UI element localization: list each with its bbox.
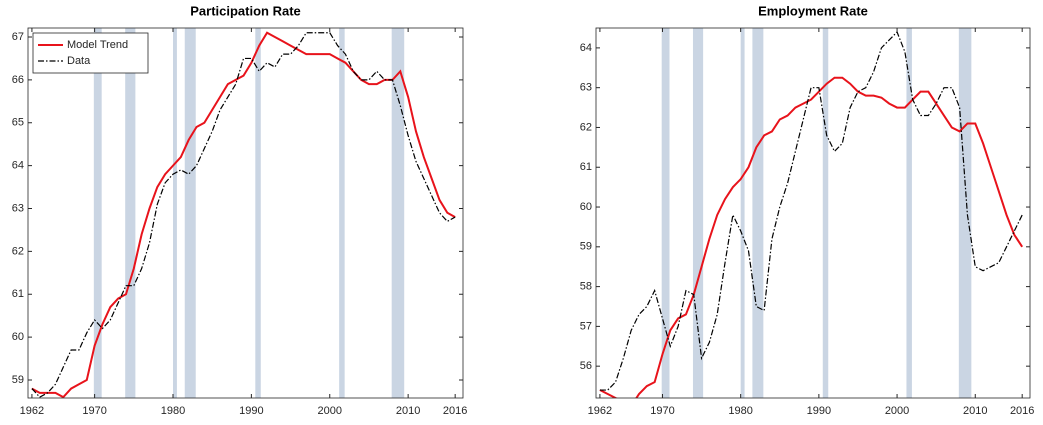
y-tick-label: 57 xyxy=(580,320,592,332)
plot-area xyxy=(31,28,456,398)
recession-band xyxy=(93,28,102,398)
legend-box xyxy=(32,32,149,74)
legend-label: Model Trend xyxy=(67,39,128,51)
series-line xyxy=(599,30,1023,391)
x-tick-label: 1990 xyxy=(239,405,263,417)
x-tick-label: 2016 xyxy=(443,405,467,417)
y-tick-label: 61 xyxy=(580,161,592,173)
y-tick-label: 64 xyxy=(12,160,24,172)
recession-band xyxy=(255,28,261,398)
legend-label: Data xyxy=(67,55,91,67)
y-tick-label: 63 xyxy=(12,202,24,214)
y-tick-label: 59 xyxy=(580,241,592,253)
x-tick-label: 1962 xyxy=(20,405,44,417)
chart-title: Participation Rate xyxy=(190,3,301,18)
recession-band xyxy=(692,28,704,398)
recession-band xyxy=(752,28,764,398)
x-tick-label: 1970 xyxy=(82,405,106,417)
recession-band xyxy=(391,28,405,398)
y-tick-label: 62 xyxy=(12,245,24,257)
x-tick-label: 2000 xyxy=(318,405,342,417)
recession-band xyxy=(958,28,972,398)
y-tick-label: 62 xyxy=(580,121,592,133)
y-tick-label: 63 xyxy=(580,82,592,94)
x-tick-label: 1962 xyxy=(588,405,612,417)
chart: Employment Rate 56 57 58 59 60 61 62 63 64 1962 197… xyxy=(580,3,1035,416)
x-tick-label: 2016 xyxy=(1010,405,1034,417)
plot-area xyxy=(599,28,1024,398)
x-tick-label: 1980 xyxy=(728,405,752,417)
recession-band xyxy=(125,28,136,398)
axes-box xyxy=(595,27,1031,399)
chart: Participation Rate 59 60 61 62 63 64 65 66 67 1962… xyxy=(12,3,468,416)
chart-title: Employment Rate xyxy=(758,3,868,18)
y-tick-label: 66 xyxy=(12,74,24,86)
y-tick-label: 67 xyxy=(12,31,24,43)
legend: Model Trend Data xyxy=(32,32,149,74)
y-tick-label: 59 xyxy=(12,374,24,386)
axes-box xyxy=(27,27,464,399)
y-tick-label: 61 xyxy=(12,288,24,300)
x-tick-label: 2010 xyxy=(963,405,987,417)
y-tick-label: 56 xyxy=(580,360,592,372)
series-line xyxy=(31,32,456,398)
recession-band xyxy=(661,28,670,398)
y-tick-label: 65 xyxy=(12,117,24,129)
recession-band xyxy=(184,28,196,398)
recession-band xyxy=(822,28,829,398)
y-tick-label: 64 xyxy=(580,42,592,54)
recession-band xyxy=(339,28,345,398)
recession-band xyxy=(173,28,177,398)
recession-band xyxy=(740,28,745,398)
y-tick-label: 60 xyxy=(12,331,24,343)
recession-band xyxy=(906,28,912,398)
x-tick-label: 1980 xyxy=(161,405,185,417)
y-tick-label: 58 xyxy=(580,281,592,293)
x-tick-label: 1970 xyxy=(650,405,674,417)
series-line xyxy=(599,76,1024,398)
y-tick-label: 60 xyxy=(580,201,592,213)
x-tick-label: 2010 xyxy=(396,405,420,417)
x-tick-label: 2000 xyxy=(885,405,909,417)
series-line xyxy=(31,31,456,398)
x-tick-label: 1990 xyxy=(807,405,831,417)
